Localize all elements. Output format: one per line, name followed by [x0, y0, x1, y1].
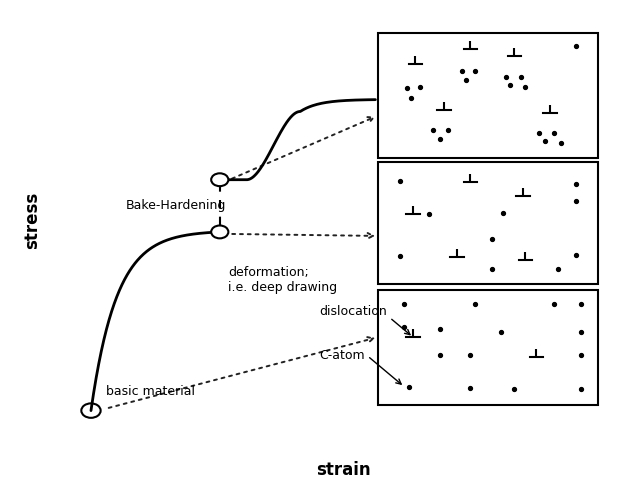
Text: Bake-Hardening: Bake-Hardening: [126, 199, 227, 212]
Text: C-atom: C-atom: [319, 349, 401, 384]
Bar: [378, 290, 598, 405]
Circle shape: [211, 174, 228, 186]
Text: dislocation: dislocation: [319, 305, 410, 335]
Bar: [378, 33, 598, 158]
Text: stress: stress: [23, 191, 41, 249]
Text: basic material: basic material: [106, 385, 195, 398]
Text: deformation;
i.e. deep drawing: deformation; i.e. deep drawing: [228, 266, 337, 294]
Bar: [378, 162, 598, 284]
Text: strain: strain: [316, 461, 371, 478]
Circle shape: [211, 226, 228, 239]
